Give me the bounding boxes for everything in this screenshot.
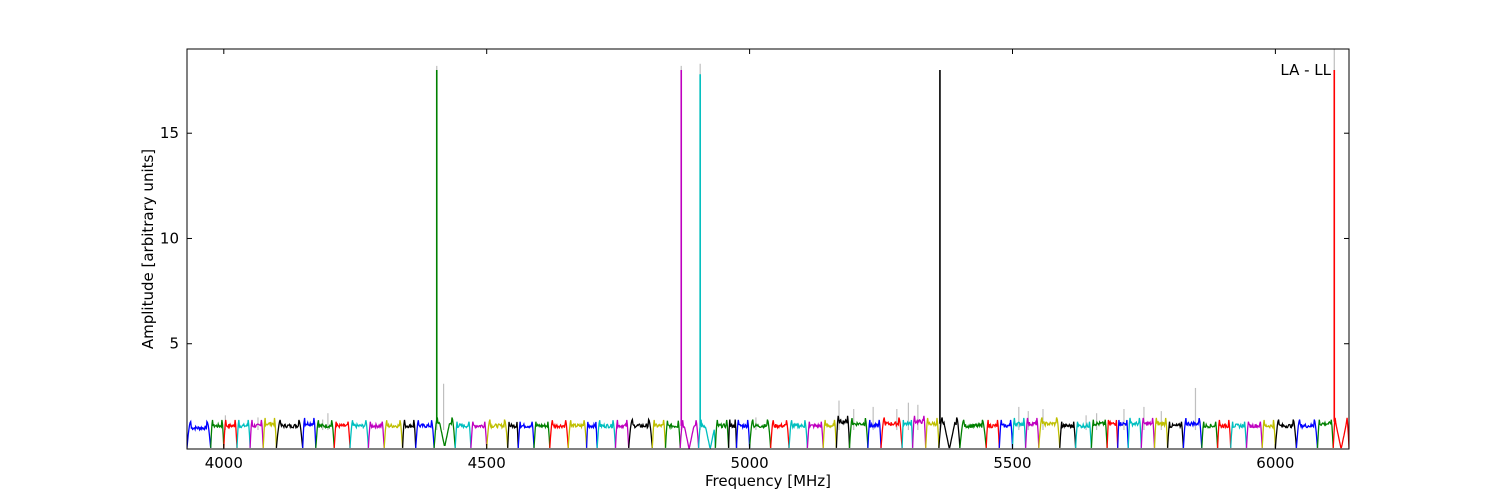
x-axis-label: Frequency [MHz] bbox=[705, 472, 831, 490]
y-tick-label: 10 bbox=[160, 229, 179, 247]
spectrum-segment bbox=[727, 419, 738, 448]
spectrum-segment bbox=[1011, 417, 1027, 448]
spectrum-segment bbox=[959, 419, 987, 448]
spectrum-segment bbox=[697, 419, 717, 449]
spectrum-segment bbox=[1274, 419, 1298, 448]
y-tick-label: 5 bbox=[169, 335, 179, 353]
spectrum-segment bbox=[769, 420, 790, 448]
panel-annotation: LA - LL bbox=[1280, 61, 1331, 79]
y-tick-label: 15 bbox=[160, 124, 179, 142]
x-tick-label: 4000 bbox=[205, 454, 243, 472]
spectrum-segment bbox=[1201, 421, 1219, 448]
spectrum-segment bbox=[470, 421, 488, 448]
spectrum-segment bbox=[401, 419, 417, 448]
spectrum-segment bbox=[507, 421, 519, 448]
spectrum-segment bbox=[664, 420, 681, 448]
spectrum-segment bbox=[748, 419, 772, 448]
spectrum-segment bbox=[880, 417, 903, 448]
spectrum-segment bbox=[1166, 421, 1185, 448]
spectrum-segment bbox=[210, 419, 225, 448]
spectrum-segment bbox=[585, 421, 598, 448]
spectrum-segment bbox=[223, 419, 238, 448]
spectrum-segment bbox=[187, 419, 212, 448]
spectrum-segment bbox=[349, 420, 370, 448]
spectrum-segment bbox=[383, 420, 404, 448]
x-tick-label: 5500 bbox=[993, 454, 1031, 472]
spectrum-segment bbox=[1127, 417, 1142, 448]
spectrum-segment bbox=[788, 420, 809, 448]
spectrum-segment bbox=[236, 419, 251, 448]
spectrum-segment bbox=[1140, 417, 1156, 448]
spectrum-segment bbox=[867, 419, 882, 448]
plot-frame bbox=[186, 48, 1350, 450]
spectrum-segment bbox=[938, 417, 961, 449]
x-tick-label: 5000 bbox=[731, 454, 769, 472]
spectrum-segment bbox=[806, 421, 824, 448]
spectrum-segment bbox=[735, 419, 751, 448]
spectrum-segment bbox=[1261, 419, 1277, 448]
spectrum-segment bbox=[1153, 417, 1169, 448]
spectrum-segment bbox=[1216, 419, 1232, 448]
spectrum-segment bbox=[835, 415, 851, 448]
spectrum-segment bbox=[985, 419, 1000, 448]
spectrum-segment bbox=[1230, 421, 1248, 448]
spectrum-segment bbox=[614, 419, 630, 448]
spectrum-segment bbox=[549, 420, 569, 448]
spectrum-segment bbox=[596, 420, 617, 448]
x-tick-label: 6000 bbox=[1256, 454, 1294, 472]
tick-layer: 4000 4500 5000 5500 6000 5 10 15 bbox=[160, 49, 1349, 472]
spectrum-segment bbox=[333, 421, 351, 448]
spectrum-segment bbox=[911, 415, 927, 448]
spectrum-segment bbox=[367, 421, 385, 448]
spectrum-segment bbox=[679, 420, 700, 449]
spectrum-segment bbox=[275, 419, 304, 448]
spectrum-segment bbox=[1038, 417, 1061, 448]
spectrum-segment bbox=[848, 418, 869, 448]
spectrum-segment bbox=[433, 417, 456, 448]
spectrum-segment bbox=[1295, 419, 1319, 448]
spectrum-segment bbox=[533, 421, 551, 448]
spectrum-segment bbox=[415, 420, 435, 448]
spectrum-segment bbox=[486, 419, 509, 448]
spectrum-segment bbox=[1090, 419, 1108, 448]
y-axis-label: Amplitude [arbitrary units] bbox=[139, 149, 157, 349]
spectrum-segment bbox=[262, 417, 278, 448]
spectrum-segment bbox=[249, 419, 264, 448]
spectrum-segment bbox=[651, 419, 667, 448]
spectrum-segment bbox=[1059, 421, 1077, 448]
spectrum-segment bbox=[1117, 419, 1129, 448]
series-layer bbox=[187, 49, 1349, 449]
spectrum-segment bbox=[1024, 417, 1040, 448]
spectrum-segment bbox=[1332, 417, 1349, 449]
spectrum-segment bbox=[517, 421, 535, 448]
spectrum-segment bbox=[1106, 419, 1119, 448]
spectrum-segment bbox=[998, 419, 1014, 448]
spectrum-segment bbox=[714, 419, 730, 448]
spectrum-segment bbox=[302, 417, 317, 448]
spectrum-segment bbox=[925, 417, 940, 448]
spectrum-segment bbox=[315, 420, 335, 448]
x-tick-label: 4500 bbox=[468, 454, 506, 472]
spectrum-segment bbox=[1074, 421, 1093, 448]
spectrum-segment bbox=[901, 419, 914, 448]
spectrum-segment bbox=[454, 421, 472, 448]
spectrum-segment bbox=[1245, 421, 1263, 448]
spectrum-segment bbox=[628, 417, 653, 448]
spectrum-segment bbox=[822, 419, 838, 448]
spectrum-segment bbox=[1316, 419, 1334, 448]
spectrum-segment bbox=[1182, 417, 1203, 448]
spectrum-segment bbox=[567, 420, 588, 448]
